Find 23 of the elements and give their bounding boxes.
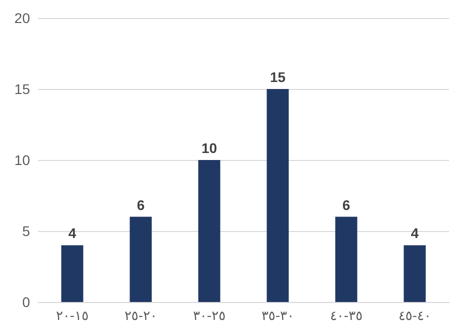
y-tick-label: 20: [14, 10, 30, 26]
x-tick-label: ٢٥-٣٠: [192, 309, 226, 324]
y-tick-label: 5: [22, 223, 30, 239]
data-label: 4: [410, 225, 419, 242]
bar: [198, 160, 220, 302]
data-label: 6: [136, 196, 145, 213]
data-label: 4: [68, 225, 76, 242]
bar: [266, 89, 289, 302]
data-label: 6: [342, 196, 350, 213]
y-tick-label: 15: [14, 81, 30, 97]
data-label: 10: [201, 140, 218, 156]
bar: [335, 216, 358, 302]
x-tick-label: ٢٠-٢٥: [124, 309, 158, 324]
data-label: 15: [270, 69, 286, 85]
x-tick-label: ٤٠-٤٥: [398, 309, 432, 324]
y-tick-label: 10: [14, 152, 30, 168]
x-tick-label: ٣٠-٣٥: [261, 309, 294, 324]
bar: [61, 245, 84, 302]
y-tick-label: 0: [22, 294, 30, 310]
bar: [130, 216, 152, 302]
bar: [404, 245, 426, 302]
x-tick-label: ٣٥-٤٠: [330, 309, 363, 324]
x-tick-label: ١٥-٢٠: [56, 309, 89, 324]
